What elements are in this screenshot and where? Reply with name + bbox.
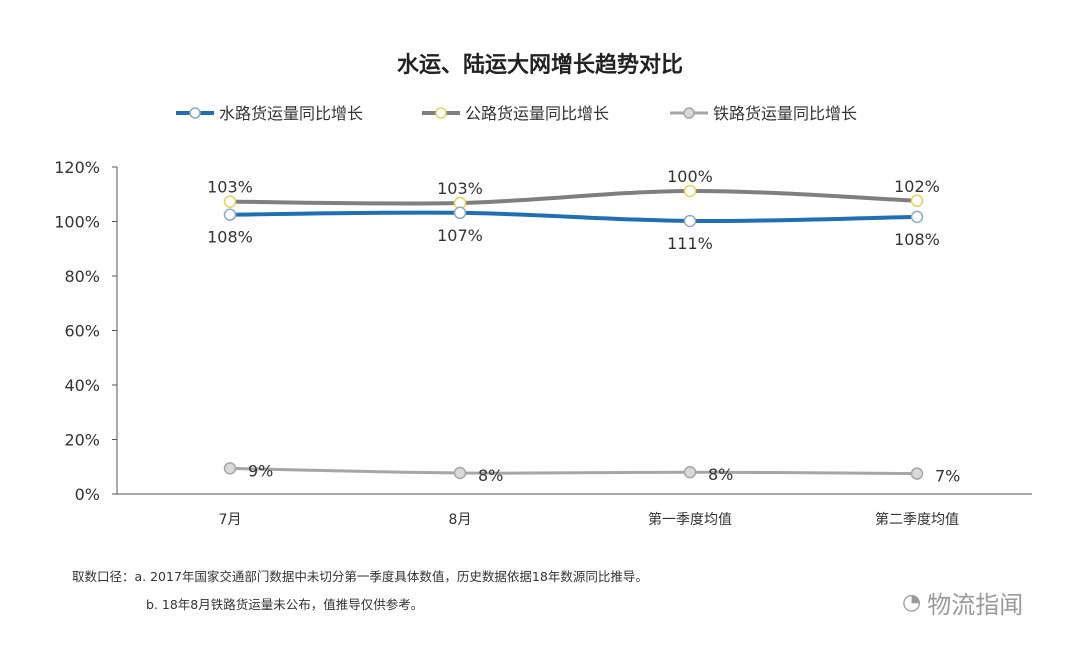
data-label: 9%	[248, 461, 273, 480]
wechat-icon: ◔	[902, 590, 922, 615]
data-labels: 108% 107% 111% 108% 103% 103% 100% 102% 9% 8% 8% 7%	[207, 167, 960, 486]
y-tick-label: 80%	[64, 267, 100, 286]
data-label: 100%	[667, 167, 713, 186]
source-note-a: 取数口径：a. 2017年国家交通部门数据中未切分第一季度具体数值，历史数据依据…	[72, 569, 648, 584]
data-label: 111%	[667, 234, 713, 253]
watermark-text: 物流指闻	[927, 591, 1024, 619]
source-note-b: b. 18年8月铁路货运量未公布，值推导仅供参考。	[146, 597, 424, 612]
data-label: 107%	[437, 226, 483, 245]
x-tick-label: 7月	[219, 512, 242, 528]
series-group	[223, 184, 924, 480]
data-point	[453, 206, 467, 220]
data-point	[910, 467, 924, 480]
legend-item: 公路货运量同比增长	[422, 104, 609, 123]
y-tick-label: 0%	[75, 485, 100, 504]
series-line	[228, 188, 919, 206]
data-point	[223, 195, 237, 208]
data-label: 108%	[207, 228, 253, 247]
data-point	[223, 462, 237, 475]
legend-label: 水路货运量同比增长	[219, 104, 363, 123]
data-label: 8%	[478, 466, 503, 485]
data-point	[683, 465, 697, 479]
data-point	[683, 184, 697, 198]
legend-item: 铁路货运量同比增长	[670, 104, 857, 123]
y-tick-label: 40%	[64, 376, 100, 395]
legend-label: 铁路货运量同比增长	[713, 104, 857, 123]
y-tick-label: 60%	[64, 322, 100, 341]
y-tick-label: 100%	[54, 213, 100, 232]
data-label: 8%	[708, 465, 733, 484]
legend-marker	[683, 107, 695, 119]
legend-marker	[435, 107, 447, 119]
legend: 水路货运量同比增长 公路货运量同比增长 铁路货运量同比增长	[176, 104, 857, 123]
series-line	[228, 210, 919, 224]
data-label: 102%	[894, 177, 940, 196]
x-tick-label: 第一季度均值	[648, 511, 732, 528]
axes: 0% 20% 40% 60% 80% 100% 120% 7月 8月 第一季度均值 第二季度均值	[54, 158, 1032, 528]
data-point	[910, 210, 924, 224]
data-point	[223, 208, 237, 221]
legend-label: 公路货运量同比增长	[465, 104, 609, 123]
data-point	[683, 214, 697, 228]
chart-title: 水运、陆运大网增长趋势对比	[397, 52, 683, 78]
y-tick-label: 120%	[54, 158, 100, 177]
data-point	[453, 466, 467, 480]
data-label: 103%	[207, 178, 253, 197]
data-label: 108%	[894, 230, 940, 249]
y-tick-label: 20%	[64, 431, 100, 450]
watermark: ◔ 物流指闻	[902, 585, 1023, 620]
legend-item: 水路货运量同比增长	[176, 104, 363, 123]
data-label: 7%	[935, 467, 960, 486]
x-tick-label: 8月	[449, 512, 472, 528]
legend-marker	[189, 107, 201, 119]
x-tick-label: 第二季度均值	[875, 511, 959, 528]
data-label: 103%	[437, 179, 483, 198]
data-point	[910, 194, 924, 208]
series-line	[228, 466, 919, 476]
